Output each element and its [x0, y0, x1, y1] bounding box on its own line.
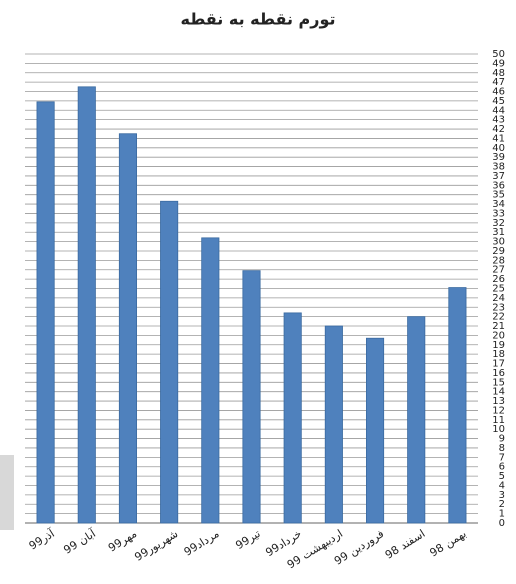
bar	[242, 270, 261, 524]
y-tick-label: 34	[492, 199, 505, 210]
y-tick-label: 21	[492, 321, 505, 332]
x-tick-label: بهمن 98	[427, 527, 468, 559]
y-tick-label: 13	[492, 396, 505, 407]
x-tick-label: آبان 99	[61, 526, 99, 557]
y-tick-label: 38	[492, 162, 505, 173]
y-tick-label: 7	[499, 452, 505, 463]
y-tick-label: 4	[499, 480, 505, 491]
x-tick-label: تیر99	[233, 527, 262, 552]
x-tick-label: آذر99	[26, 526, 57, 553]
y-tick-label: 6	[499, 462, 505, 473]
bar	[324, 325, 343, 524]
y-tick-label: 36	[492, 180, 505, 191]
y-tick-label: 30	[492, 237, 505, 248]
bar	[365, 337, 385, 524]
y-tick-label: 17	[492, 359, 505, 370]
y-tick-label: 0	[499, 518, 505, 529]
bar	[201, 237, 220, 524]
y-tick-label: 9	[499, 434, 505, 445]
y-tick-label: 15	[492, 377, 505, 388]
y-tick-label: 37	[492, 171, 505, 182]
y-tick-label: 23	[492, 302, 505, 313]
y-tick-label: 39	[492, 152, 505, 163]
y-tick-label: 31	[492, 227, 505, 238]
y-tick-label: 44	[492, 105, 505, 116]
y-tick-label: 32	[492, 218, 505, 229]
x-tick-label: اسفند 98	[383, 527, 428, 562]
bar	[283, 312, 302, 524]
bar	[77, 86, 96, 524]
x-tick-label: شهریور99	[132, 527, 180, 564]
y-tick-label: 41	[492, 133, 505, 144]
bar	[118, 133, 138, 524]
y-tick-label: 26	[492, 274, 505, 285]
y-tick-label: 22	[492, 312, 505, 323]
y-tick-label: 48	[492, 68, 505, 79]
y-tick-label: 33	[492, 208, 505, 219]
y-tick-label: 1	[499, 509, 505, 520]
y-tick-label: 11	[492, 415, 505, 426]
y-tick-label: 19	[492, 340, 505, 351]
y-tick-label: 27	[492, 265, 505, 276]
y-tick-label: 50	[492, 49, 505, 60]
y-tick-label: 24	[492, 293, 505, 304]
bar	[36, 101, 55, 524]
y-tick-label: 29	[492, 246, 505, 257]
y-tick-label: 18	[492, 349, 505, 360]
y-tick-label: 35	[492, 190, 505, 201]
y-tick-label: 28	[492, 255, 505, 266]
y-tick-label: 16	[492, 368, 505, 379]
bar	[160, 200, 179, 524]
y-tick-label: 3	[499, 490, 505, 501]
y-tick-label: 5	[499, 471, 505, 482]
y-tick-label: 8	[499, 443, 505, 454]
bar	[407, 316, 426, 524]
y-tick-label: 49	[492, 58, 505, 69]
y-tick-label: 14	[492, 387, 505, 398]
y-tick-label: 10	[492, 424, 505, 435]
y-tick-label: 43	[492, 115, 505, 126]
y-tick-label: 47	[492, 77, 505, 88]
y-tick-label: 45	[492, 96, 505, 107]
x-tick-label: مرداد99	[182, 527, 222, 559]
bar	[448, 287, 467, 524]
y-tick-label: 25	[492, 284, 505, 295]
y-tick-label: 2	[499, 499, 505, 510]
y-tick-label: 20	[492, 330, 505, 341]
y-tick-label: 46	[492, 87, 505, 98]
y-tick-label: 42	[492, 124, 505, 135]
y-tick-label: 40	[492, 143, 505, 154]
chart-title: تورم نقطه به نقطه	[180, 10, 335, 29]
y-tick-label: 12	[492, 405, 505, 416]
side-panel	[0, 455, 14, 530]
